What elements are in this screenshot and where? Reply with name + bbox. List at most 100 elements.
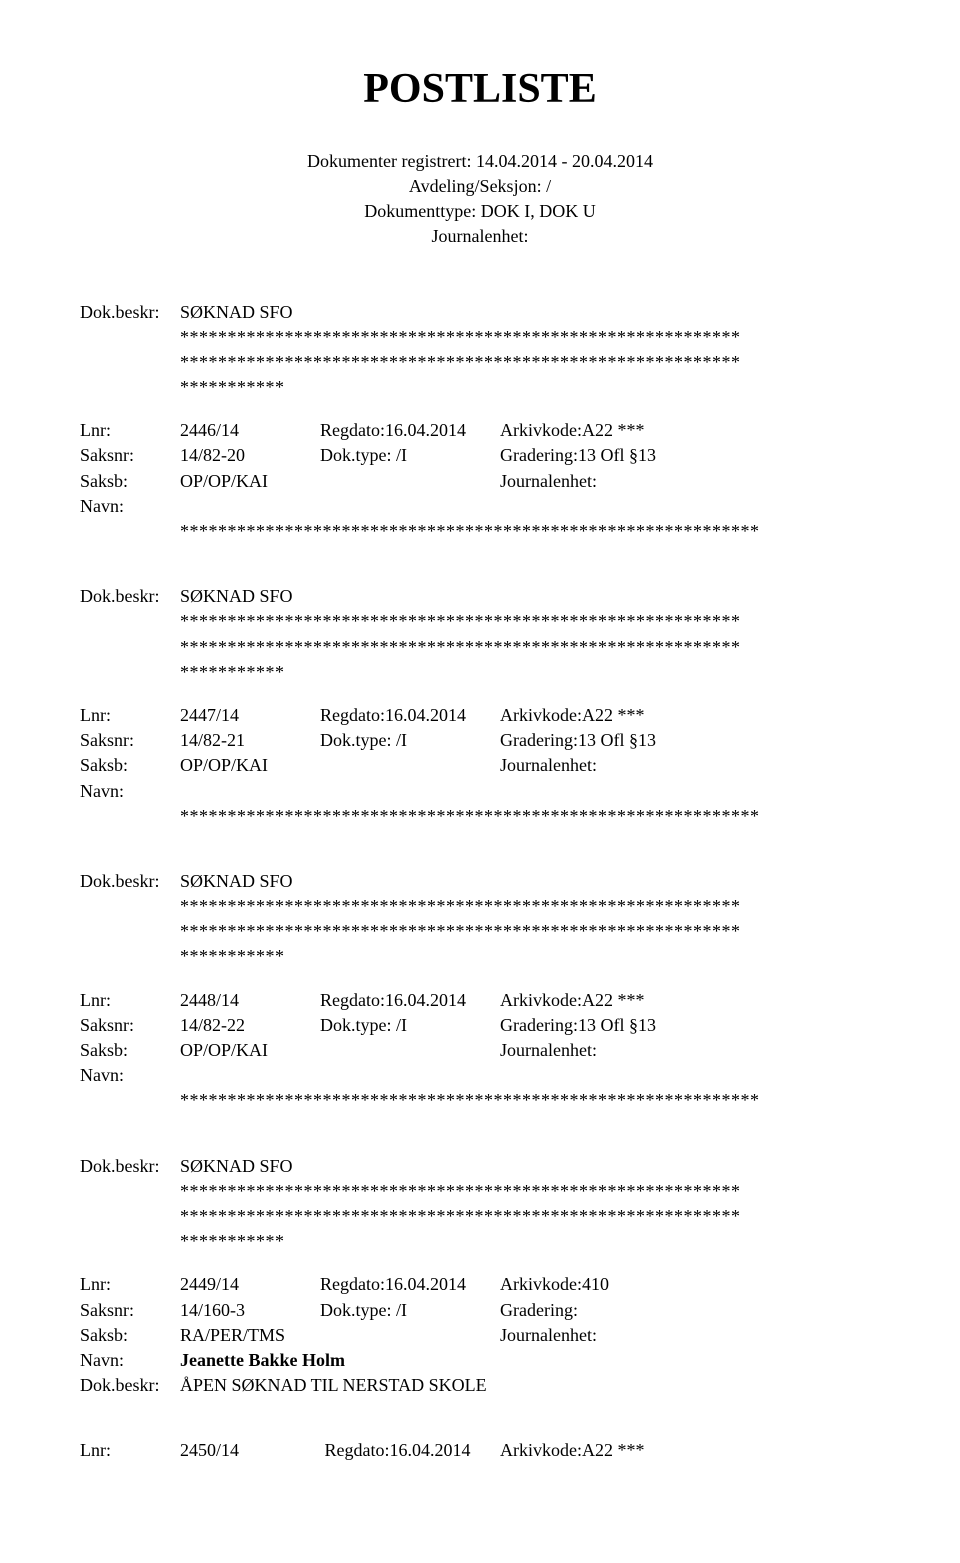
gradering: Gradering: — [500, 1298, 880, 1323]
lnr-value: 2447/14 — [180, 703, 320, 728]
lnr-label: Lnr: — [80, 418, 180, 443]
entries-container: Dok.beskr:SØKNAD SFO********************… — [80, 300, 880, 1399]
lnr-mid: 2446/14Regdato:16.04.2014 — [180, 418, 500, 443]
navn-value: Jeanette Bakke Holm — [180, 1348, 345, 1373]
gradering: Gradering:13 Ofl §13 — [500, 728, 880, 753]
stars-line: ****************************************… — [80, 1088, 880, 1113]
arkivkode: Arkivkode:A22 *** — [500, 988, 880, 1013]
header-line-3: Dokumenttype: DOK I, DOK U — [80, 199, 880, 224]
saksnr-mid: 14/82-22Dok.type: /I — [180, 1013, 500, 1038]
saksb-label: Saksb: — [80, 469, 180, 494]
regdato: Regdato:16.04.2014 — [320, 990, 466, 1010]
journalenhet: Journalenhet: — [500, 1323, 880, 1348]
saksnr-label: Saksnr: — [80, 728, 180, 753]
header-line-4: Journalenhet: — [80, 224, 880, 249]
doktype: Dok.type: /I — [320, 730, 407, 750]
regdato: Regdato:16.04.2014 — [320, 705, 466, 725]
saksb-row: Saksb:OP/OP/KAIJournalenhet: — [80, 753, 880, 778]
stars-line: ****************************************… — [80, 635, 880, 660]
navn-row: Navn: — [80, 494, 880, 519]
journalenhet: Journalenhet: — [500, 1038, 880, 1063]
entry: Dok.beskr:SØKNAD SFO********************… — [80, 584, 880, 829]
dokbeskr-label: Dok.beskr: — [80, 869, 180, 894]
journalenhet: Journalenhet: — [500, 469, 880, 494]
stars-line: *********** — [80, 944, 880, 969]
arkivkode: Arkivkode:410 — [500, 1272, 880, 1297]
saksb-row: Saksb:OP/OP/KAIJournalenhet: — [80, 469, 880, 494]
navn-label: Navn: — [80, 779, 180, 804]
regdato: Regdato:16.04.2014 — [320, 1274, 466, 1294]
lnr-mid: 2447/14Regdato:16.04.2014 — [180, 703, 500, 728]
journalenhet: Journalenhet: — [500, 753, 880, 778]
lnr-value: 2449/14 — [180, 1272, 320, 1297]
saksnr-row: Saksnr:14/82-22Dok.type: /IGradering:13 … — [80, 1013, 880, 1038]
lnr-label: Lnr: — [80, 703, 180, 728]
saksb-value: OP/OP/KAI — [180, 1038, 500, 1063]
saksnr-label: Saksnr: — [80, 1013, 180, 1038]
lnr-mid: 2448/14Regdato:16.04.2014 — [180, 988, 500, 1013]
header-block: Dokumenter registrert: 14.04.2014 - 20.0… — [80, 149, 880, 250]
dokbeskr-value: SØKNAD SFO — [180, 584, 293, 609]
saksb-value: OP/OP/KAI — [180, 753, 500, 778]
gradering: Gradering:13 Ofl §13 — [500, 443, 880, 468]
saksnr-value: 14/82-22 — [180, 1013, 320, 1038]
saksnr-label: Saksnr: — [80, 443, 180, 468]
dokbeskr2-value: ÅPEN SØKNAD TIL NERSTAD SKOLE — [180, 1373, 487, 1398]
entry: Dok.beskr:SØKNAD SFO********************… — [80, 1154, 880, 1399]
saksb-row: Saksb:RA/PER/TMSJournalenhet: — [80, 1323, 880, 1348]
stars-line: ****************************************… — [80, 919, 880, 944]
lnr-label: Lnr: — [80, 988, 180, 1013]
stars-line: *********** — [80, 375, 880, 400]
lnr-value: 2448/14 — [180, 988, 320, 1013]
doktype: Dok.type: /I — [320, 445, 407, 465]
saksnr-row: Saksnr:14/82-21Dok.type: /IGradering:13 … — [80, 728, 880, 753]
saksnr-mid: 14/82-21Dok.type: /I — [180, 728, 500, 753]
saksnr-value: 14/82-21 — [180, 728, 320, 753]
lnr-row: Lnr: 2450/14 Regdato:16.04.2014 Arkivkod… — [80, 1438, 880, 1463]
entry: Dok.beskr:SØKNAD SFO********************… — [80, 869, 880, 1114]
saksnr-value: 14/82-20 — [180, 443, 320, 468]
arkivkode: Arkivkode:A22 *** — [500, 418, 880, 443]
dokbeskr-label: Dok.beskr: — [80, 584, 180, 609]
dokbeskr-row: Dok.beskr:SØKNAD SFO — [80, 584, 880, 609]
saksnr-row: Saksnr:14/160-3Dok.type: /IGradering: — [80, 1298, 880, 1323]
stars-line: ****************************************… — [80, 519, 880, 544]
stars-line: ****************************************… — [80, 804, 880, 829]
saksb-value: RA/PER/TMS — [180, 1323, 500, 1348]
dokbeskr-label: Dok.beskr: — [80, 1154, 180, 1179]
lnr-mid: 2450/14 Regdato:16.04.2014 — [180, 1438, 500, 1463]
stars-line: *********** — [80, 1229, 880, 1254]
dokbeskr-value: SØKNAD SFO — [180, 869, 293, 894]
stars-line: ****************************************… — [80, 1204, 880, 1229]
saksnr-value: 14/160-3 — [180, 1298, 320, 1323]
lnr-row: Lnr:2447/14Regdato:16.04.2014Arkivkode:A… — [80, 703, 880, 728]
lnr-row: Lnr:2449/14Regdato:16.04.2014Arkivkode:4… — [80, 1272, 880, 1297]
navn-label: Navn: — [80, 1348, 180, 1373]
stars-line: ****************************************… — [80, 325, 880, 350]
dokbeskr-value: SØKNAD SFO — [180, 1154, 293, 1179]
header-line-1: Dokumenter registrert: 14.04.2014 - 20.0… — [80, 149, 880, 174]
lnr-row: Lnr:2446/14Regdato:16.04.2014Arkivkode:A… — [80, 418, 880, 443]
lnr-label: Lnr: — [80, 1272, 180, 1297]
dokbeskr2-label: Dok.beskr: — [80, 1373, 180, 1398]
stars-line: ****************************************… — [80, 1179, 880, 1204]
stars-line: ****************************************… — [80, 894, 880, 919]
regdato: Regdato:16.04.2014 — [320, 420, 466, 440]
lnr-value: 2450/14 — [180, 1438, 320, 1463]
saksnr-row: Saksnr:14/82-20Dok.type: /IGradering:13 … — [80, 443, 880, 468]
dokbeskr-row: Dok.beskr:SØKNAD SFO — [80, 300, 880, 325]
stars-line: ****************************************… — [80, 350, 880, 375]
saksnr-mid: 14/160-3Dok.type: /I — [180, 1298, 500, 1323]
arkivkode: Arkivkode:A22 *** — [500, 1438, 880, 1463]
page-title: POSTLISTE — [80, 60, 880, 119]
stars-line: *********** — [80, 660, 880, 685]
saksnr-mid: 14/82-20Dok.type: /I — [180, 443, 500, 468]
stars-line: ****************************************… — [80, 609, 880, 634]
navn-label: Navn: — [80, 494, 180, 519]
dokbeskr-value: SØKNAD SFO — [180, 300, 293, 325]
navn-label: Navn: — [80, 1063, 180, 1088]
navn-row: Navn:Jeanette Bakke Holm — [80, 1348, 880, 1373]
lnr-label: Lnr: — [80, 1438, 180, 1463]
regdato: Regdato:16.04.2014 — [325, 1440, 471, 1460]
lnr-mid: 2449/14Regdato:16.04.2014 — [180, 1272, 500, 1297]
